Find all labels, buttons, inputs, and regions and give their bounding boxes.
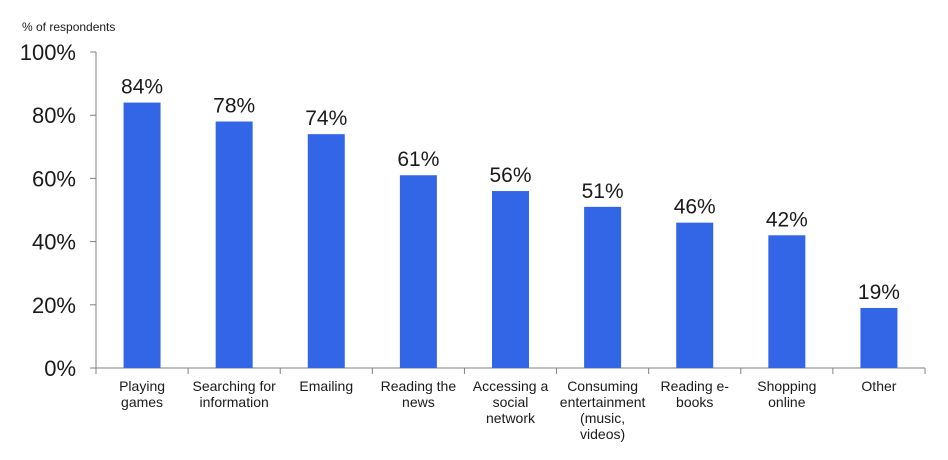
bar [584, 206, 622, 368]
y-tick-label: 20% [32, 293, 76, 318]
x-tick-label: Consuming entertainment (music, videos) [560, 378, 646, 442]
data-label: 61% [397, 148, 439, 171]
bar [768, 235, 806, 368]
y-tick-label: 0% [44, 356, 76, 381]
data-label: 51% [582, 180, 624, 203]
bar [215, 121, 253, 369]
y-tick-label: 60% [32, 166, 76, 191]
y-tick-label: 40% [32, 230, 76, 255]
data-label: 42% [766, 208, 808, 231]
y-axis-title: % of respondents [22, 20, 115, 34]
y-tick-label: 100% [20, 40, 76, 65]
data-label: 84% [121, 76, 163, 99]
bar [860, 307, 898, 368]
data-label: 46% [674, 196, 716, 219]
bar [307, 134, 345, 368]
y-tick-label: 80% [32, 103, 76, 128]
data-label: 78% [213, 95, 255, 118]
x-tick-label: Emailing [299, 378, 353, 394]
x-tick-label: Shopping online [757, 378, 816, 410]
value-labels: 84% 78% 74% 61% 56% 51% 46% 42% 19% [121, 76, 900, 304]
bars [123, 102, 898, 369]
x-tick-label: Reading e-books [660, 378, 729, 410]
bar [123, 102, 161, 368]
bar [492, 191, 529, 368]
category-labels: Playing games Searching for information Emai… [119, 378, 897, 442]
data-label: 56% [489, 164, 531, 187]
data-label: 19% [858, 281, 900, 304]
y-tick-labels: 0% 20% 40% 60% 80% 100% [20, 40, 76, 381]
x-tick-label: Reading the news [381, 378, 457, 410]
bar [676, 222, 714, 368]
x-tick-label: Accessing a social network [473, 378, 549, 426]
x-tick-label: Searching for information [193, 378, 277, 410]
x-tick-label: Other [861, 378, 896, 394]
bar [399, 175, 437, 368]
data-label: 74% [305, 107, 347, 130]
x-tick-label: Playing games [119, 378, 165, 410]
